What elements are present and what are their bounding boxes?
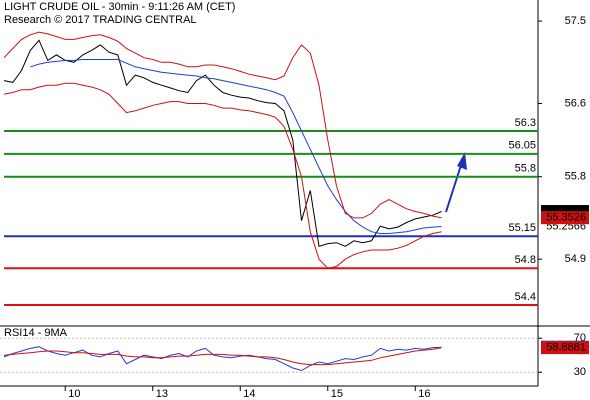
value-badge-label: 58.8881 xyxy=(546,342,586,354)
series-line xyxy=(30,59,442,234)
value-badge xyxy=(541,211,589,225)
value-badge xyxy=(541,341,589,355)
series-line xyxy=(3,346,442,372)
forecast-arrow xyxy=(445,161,463,213)
level-label: 56.05 xyxy=(508,140,536,152)
chart-subtitle: Research © 2017 TRADING CENTRAL xyxy=(4,14,197,26)
y-tick-label: 55.8 xyxy=(565,171,586,183)
x-tick-label: 14 xyxy=(243,388,255,400)
value-badge-label: 55.3526 xyxy=(546,212,586,224)
rsi-title: RSI14 - 9MA xyxy=(4,327,68,339)
level-label: 54.8 xyxy=(515,254,536,266)
y-tick-label: 56.6 xyxy=(565,97,586,109)
x-tick-label: 15 xyxy=(331,388,343,400)
forecast-arrow-head xyxy=(457,152,467,170)
y-tick-label: 30 xyxy=(574,366,586,378)
series-line xyxy=(3,31,442,219)
level-label: 54.4 xyxy=(515,291,536,303)
chart-title: LIGHT CRUDE OIL - 30min - 9:11:26 AM (CE… xyxy=(4,1,235,13)
x-tick-label: 13 xyxy=(156,388,168,400)
y-tick-label: 57.5 xyxy=(565,15,586,27)
x-tick-label: 10 xyxy=(68,388,80,400)
level-label: 55.8 xyxy=(515,163,536,175)
series-line xyxy=(3,82,442,269)
series-line xyxy=(3,347,442,366)
x-tick-label: 16 xyxy=(418,388,430,400)
level-label: 55.15 xyxy=(508,222,536,234)
y-tick-label: 54.9 xyxy=(565,253,586,265)
level-label: 56.3 xyxy=(515,117,536,129)
